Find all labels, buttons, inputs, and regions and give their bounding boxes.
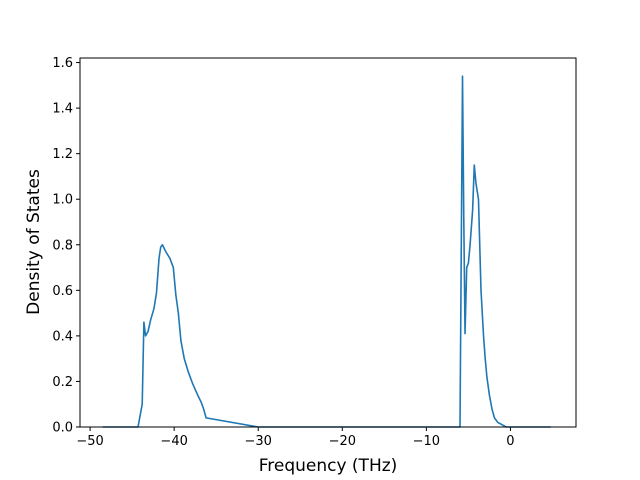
- y-tick-label: 0.6: [52, 284, 73, 299]
- y-tick-label: 1.4: [52, 102, 73, 117]
- plot-background: [80, 58, 576, 427]
- plot-frame: [79, 57, 577, 428]
- x-tick-label: −10: [413, 434, 440, 449]
- x-tick-label: −30: [245, 434, 272, 449]
- y-tick-label: 0.4: [52, 329, 73, 344]
- x-tick-label: −50: [76, 434, 103, 449]
- x-axis-label: Frequency (THz): [259, 456, 398, 476]
- y-tick-label: 1.2: [52, 147, 73, 162]
- axis-ticks: −50 −40 −30 −20 −10 0 0.0 0.2 0.4 0.6 0.8 1.0 1.2 1.4…: [52, 56, 514, 449]
- y-tick-label: 0.2: [52, 375, 73, 390]
- x-tick-label: −20: [329, 434, 356, 449]
- x-tick-label: 0: [506, 434, 514, 449]
- y-axis-label: Density of States: [24, 169, 44, 315]
- y-tick-label: 0.0: [52, 421, 73, 436]
- y-tick-label: 1.0: [52, 193, 73, 208]
- y-tick-label: 1.6: [52, 56, 73, 71]
- x-tick-label: −40: [160, 434, 187, 449]
- y-tick-label: 0.8: [52, 238, 73, 253]
